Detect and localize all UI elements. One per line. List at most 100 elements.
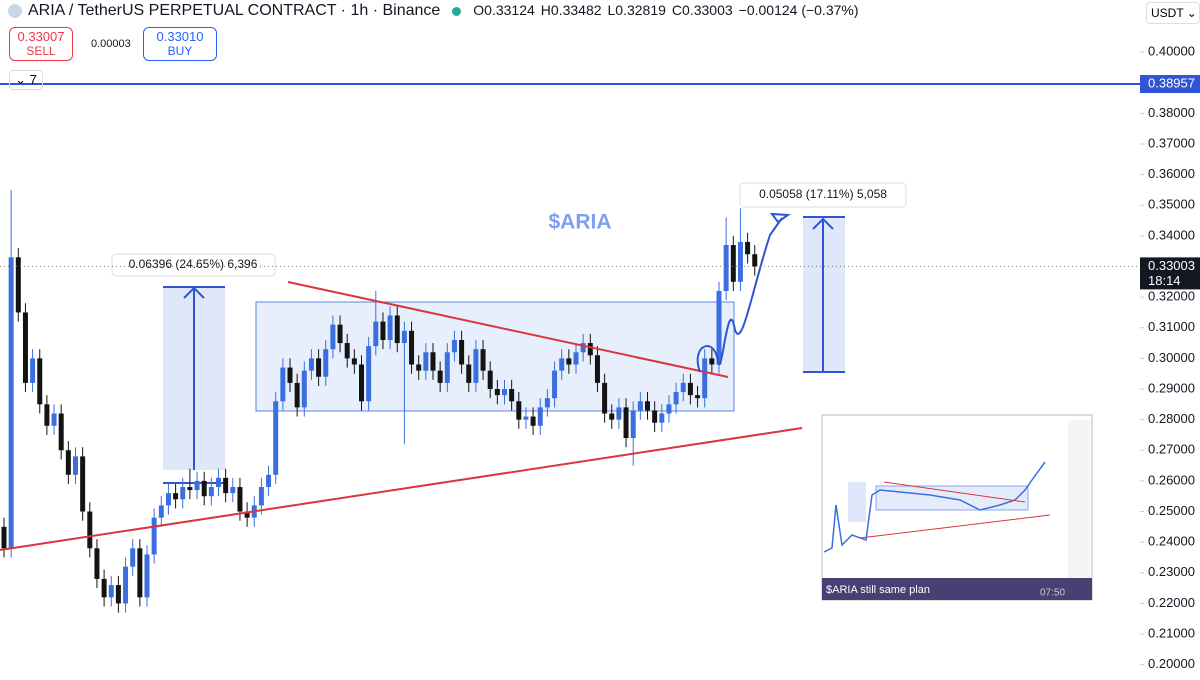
candle-body [108,585,114,598]
projection-arrow [769,212,791,224]
candle-body [230,487,236,494]
candle-body [308,358,314,371]
candle-body [58,413,64,451]
candle-body [1,526,7,549]
candle-body [437,370,443,383]
candle-body [594,355,600,383]
candle-body [587,343,593,356]
symbol-annotation: $ARIA [548,211,611,234]
candle-body [187,487,193,491]
arrow-head [812,217,834,230]
candle-body [323,349,329,377]
label-box [111,253,276,277]
candle-body [115,585,121,604]
candle-body [266,474,272,488]
candle-body [15,257,21,313]
candle-body [537,407,543,426]
price-line-tag [1140,75,1200,94]
y-tick-label: 0.24000 [1148,534,1195,549]
candle-body [180,487,186,500]
last-price-label: 0.33003 [1148,258,1195,273]
candle-body [87,511,93,549]
y-tick-label: 0.30000 [1148,350,1195,365]
candle-body [165,493,171,506]
y-tick-label: 0.28000 [1148,411,1195,426]
candle-body [44,404,50,426]
stat: C0.33003 [671,2,733,18]
candle-body [258,487,264,506]
buy-price: 0.33010 [156,29,204,44]
y-tick-label: 0.32000 [1148,289,1195,304]
stat: H0.33482 [540,2,602,18]
candle-body [337,324,343,344]
candle-body [423,352,429,371]
y-tick-label: 0.35000 [1148,197,1195,212]
candle-body [359,364,364,402]
candle-body [280,367,286,402]
candle-body [216,477,221,488]
candle-body [609,413,615,420]
indicator-count: 7 [29,72,37,87]
candle-body [301,370,307,408]
buy-button[interactable]: 0.33010 BUY [143,27,217,61]
candle-body [652,410,658,423]
currency-select[interactable]: USDT ⌄ [1146,2,1200,24]
candle-body [566,358,572,365]
candle-body [752,254,758,267]
price-line-label: 0.38957 [1148,75,1195,90]
candle-body [695,395,701,399]
candle-body [687,382,693,396]
y-tick-label: 0.36000 [1148,166,1195,181]
price-axis [1140,0,1200,680]
candle-body [709,358,715,365]
candle-body [373,321,379,347]
status-dot [452,6,462,16]
inset-caption: $ARIA still same plan [826,584,930,596]
candle-body [380,321,386,340]
candle-body [473,349,479,383]
indicators-toggle[interactable]: ⌄ 7 [9,70,43,90]
candle-body [630,410,636,439]
y-tick-label: 0.37000 [1148,135,1195,150]
candle-body [37,358,43,405]
y-tick-label: 0.40000 [1148,44,1195,59]
trendline [287,281,729,378]
candle-body [544,398,550,408]
candle-body [316,358,322,377]
arrow-head [183,286,205,299]
stat: L0.32819 [607,2,666,18]
candle-body [173,493,179,500]
candle-body [137,548,143,598]
candle-body [737,241,743,282]
sell-button[interactable]: 0.33007 SELL [9,27,73,61]
stats: O0.33124 H0.33482 L0.32819 C0.33003 −0.00124… [473,2,864,20]
candle-body [745,241,751,255]
candle-body [144,554,150,598]
buy-label: BUY [167,44,193,58]
candle-body [451,340,457,353]
candle-body [637,401,643,411]
candle-body [401,330,407,344]
candle-body [509,389,515,402]
candle-body [30,358,36,383]
candle-body [573,352,579,365]
candle-body [130,548,136,567]
candle-body [702,358,708,399]
candle-body [730,245,736,282]
spread: 0.00003 [91,38,131,50]
y-tick-label: 0.38000 [1148,105,1195,120]
currency: USDT [1151,6,1184,20]
candle-body [616,407,622,420]
candle-body [487,370,493,390]
candle-body [22,312,28,383]
y-tick-label: 0.26000 [1148,472,1195,487]
inset-time: 07:50 [1040,588,1065,599]
candle-body [94,548,100,579]
candle-body [659,413,665,423]
inset-shape [859,514,1051,539]
candle-body [194,480,200,491]
candle-body [466,364,472,383]
y-tick-label: 0.25000 [1148,503,1195,518]
candle-body [287,367,293,383]
